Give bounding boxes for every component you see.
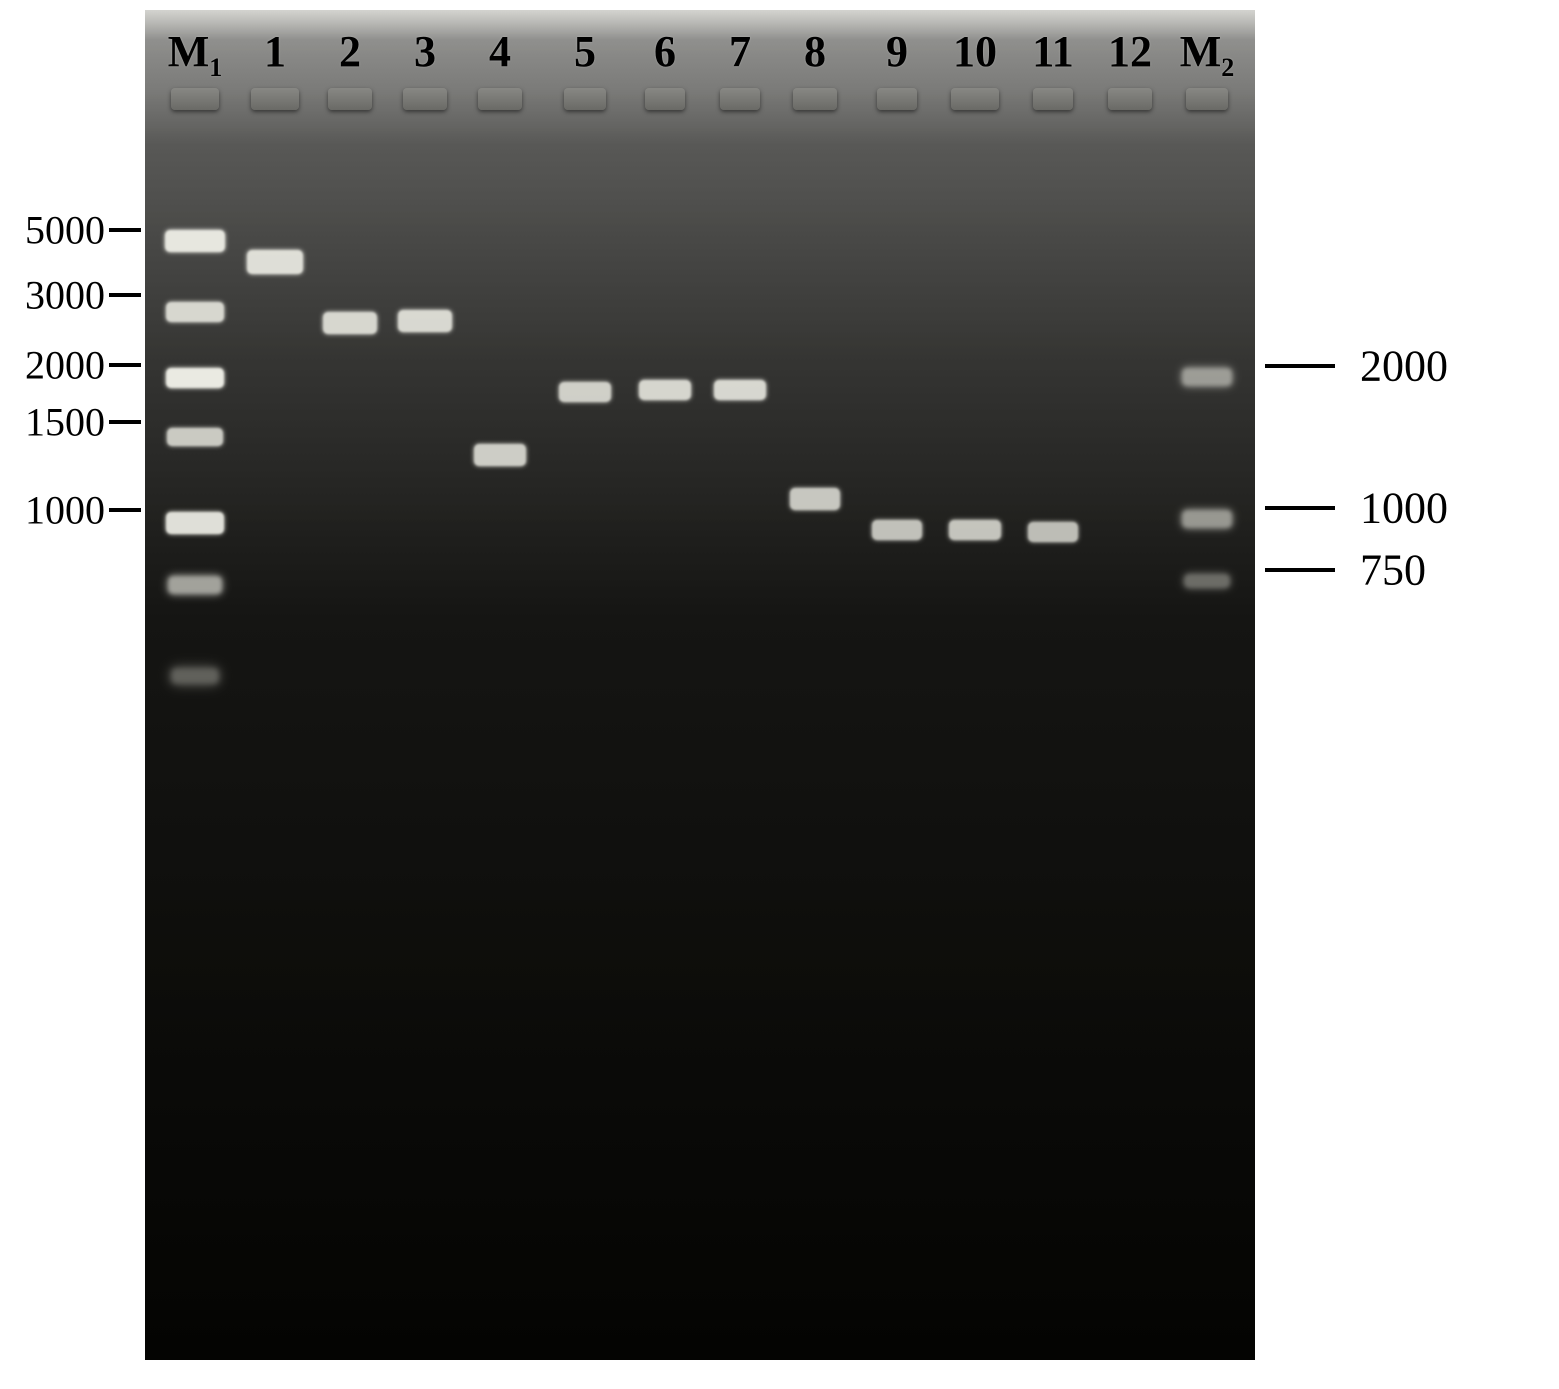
- gel-background: [145, 10, 1255, 1360]
- band-L9-15: [872, 520, 922, 540]
- well-L12: [1108, 88, 1152, 110]
- left-tick-5000: [109, 228, 141, 232]
- well-L8: [793, 88, 837, 110]
- right-tick-2000: [1265, 364, 1335, 368]
- band-L11-17: [1028, 522, 1078, 542]
- lane-label-M2: M2: [1180, 26, 1235, 81]
- band-L10-16: [949, 520, 1001, 540]
- lane-label-sub: 1: [209, 53, 222, 82]
- band-M2-18: [1182, 368, 1232, 386]
- well-L3: [403, 88, 447, 110]
- band-M1-2: [166, 368, 224, 388]
- lane-label-L9: 9: [886, 26, 908, 77]
- gel-image: M1123456789101112M2: [145, 10, 1255, 1360]
- lane-label-L7: 7: [729, 26, 751, 77]
- well-L4: [478, 88, 522, 110]
- well-L2: [328, 88, 372, 110]
- band-M1-1: [166, 302, 224, 322]
- lane-label-L6: 6: [654, 26, 676, 77]
- band-M1-3: [167, 428, 223, 446]
- left-tick-1500: [109, 420, 141, 424]
- lane-label-L4: 4: [489, 26, 511, 77]
- left-tick-1000: [109, 508, 141, 512]
- lane-label-L1: 1: [264, 26, 286, 77]
- well-L9: [877, 88, 917, 110]
- band-L4-10: [474, 444, 526, 466]
- left-marker-5000: 5000: [25, 207, 105, 254]
- well-L7: [720, 88, 760, 110]
- band-M1-6: [171, 668, 219, 684]
- lane-label-L10: 10: [953, 26, 997, 77]
- lane-label-M1: M1: [168, 26, 223, 81]
- right-tick-1000: [1265, 506, 1335, 510]
- right-marker-750: 750: [1360, 545, 1426, 596]
- right-marker-labels: 2000 1000 750: [1255, 0, 1559, 1389]
- band-L7-13: [714, 380, 766, 400]
- well-M1: [171, 88, 219, 110]
- band-L8-14: [790, 488, 840, 510]
- lane-label-L3: 3: [414, 26, 436, 77]
- band-L3-9: [398, 310, 452, 332]
- lane-label-L5: 5: [574, 26, 596, 77]
- band-M1-4: [166, 512, 224, 534]
- left-marker-1500: 1500: [25, 399, 105, 446]
- band-L6-12: [639, 380, 691, 400]
- band-L5-11: [559, 382, 611, 402]
- lane-label-sub: 2: [1221, 53, 1234, 82]
- lane-label-L12: 12: [1108, 26, 1152, 77]
- well-L10: [951, 88, 999, 110]
- band-M2-20: [1184, 574, 1230, 588]
- lane-labels-row: M1123456789101112M2: [145, 26, 1255, 86]
- well-L11: [1033, 88, 1073, 110]
- left-marker-3000: 3000: [25, 272, 105, 319]
- left-tick-2000: [109, 363, 141, 367]
- lane-label-text: M: [168, 27, 210, 76]
- well-L1: [251, 88, 299, 110]
- lane-label-text: M: [1180, 27, 1222, 76]
- band-M1-5: [168, 576, 222, 594]
- left-tick-3000: [109, 293, 141, 297]
- right-marker-1000: 1000: [1360, 483, 1448, 534]
- right-tick-750: [1265, 568, 1335, 572]
- right-marker-2000: 2000: [1360, 341, 1448, 392]
- left-marker-1000: 1000: [25, 487, 105, 534]
- well-M2: [1186, 88, 1228, 110]
- lane-label-L8: 8: [804, 26, 826, 77]
- lane-label-L11: 11: [1032, 26, 1074, 77]
- band-L2-8: [323, 312, 377, 334]
- left-marker-2000: 2000: [25, 342, 105, 389]
- well-L6: [645, 88, 685, 110]
- well-L5: [564, 88, 606, 110]
- lane-label-L2: 2: [339, 26, 361, 77]
- left-marker-labels: 5000 3000 2000 1500 1000: [0, 0, 145, 1389]
- band-M2-19: [1182, 510, 1232, 528]
- band-M1-0: [165, 230, 225, 252]
- band-L1-7: [247, 250, 303, 274]
